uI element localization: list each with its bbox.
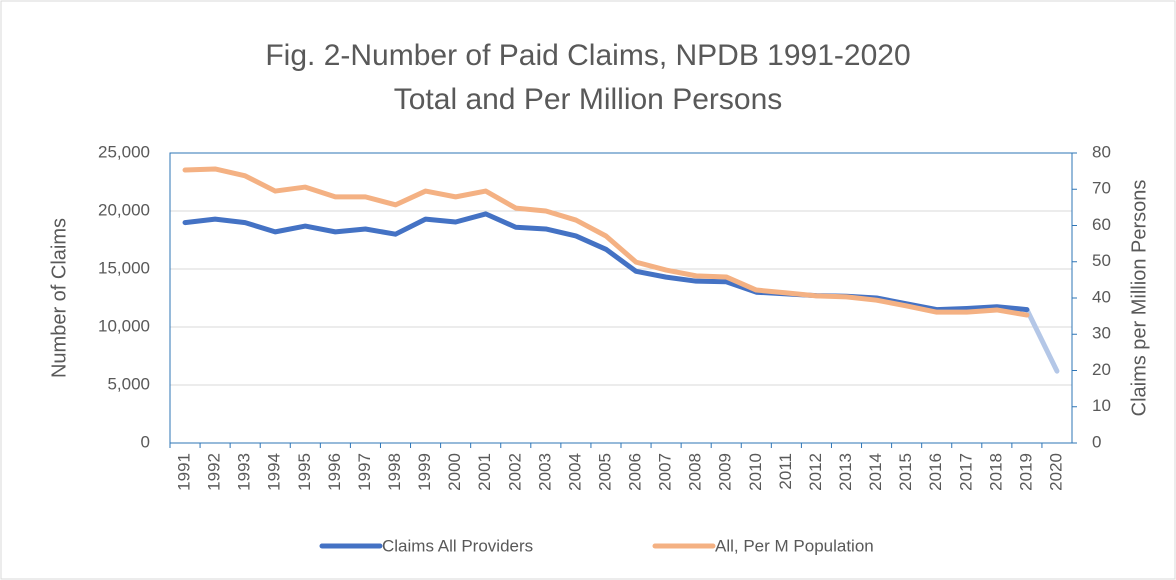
x-tick-label: 2003 [535, 453, 554, 491]
y-axis-label: Number of Claims [48, 218, 70, 378]
y2-tick-label: 30 [1092, 324, 1111, 343]
x-tick-label: 1999 [415, 453, 434, 491]
y-tick-label: 15,000 [98, 258, 150, 277]
x-tick-label: 2018 [986, 453, 1005, 491]
x-tick-label: 2006 [626, 453, 645, 491]
y-tick-label: 10,000 [98, 316, 150, 335]
x-tick-label: 2004 [565, 453, 584, 491]
line [182, 166, 1030, 318]
y2-tick-label: 0 [1092, 432, 1101, 451]
x-tick-label: 2000 [445, 453, 464, 491]
legend-label: Claims All Providers [382, 536, 533, 555]
y2-tick-label: 20 [1092, 360, 1111, 379]
x-tick-label: 1996 [325, 453, 344, 491]
x-tick-label: 1994 [265, 453, 284, 491]
x-tick-label: 2007 [656, 453, 675, 491]
chart-title: Fig. 2-Number of Paid Claims, NPDB 1991-… [265, 39, 910, 72]
x-tick-label: 1998 [385, 453, 404, 491]
x-tick-label: 2012 [806, 453, 825, 491]
x-tick-label: 2017 [956, 453, 975, 491]
y-tick-label: 0 [141, 432, 150, 451]
x-tick-label: 2005 [595, 453, 614, 491]
x-tick-label: 1992 [205, 453, 224, 491]
y2-tick-label: 50 [1092, 251, 1111, 270]
x-tick-label: 2009 [716, 453, 735, 491]
y2-tick-label: 80 [1092, 142, 1111, 161]
y-tick-label: 20,000 [98, 200, 150, 219]
y-tick-label: 25,000 [98, 142, 150, 161]
x-tick-label: 2001 [475, 453, 494, 491]
x-tick-label: 1997 [355, 453, 374, 491]
legend-label: All, Per M Population [715, 536, 874, 555]
x-tick-label: 2020 [1046, 453, 1065, 491]
y2-tick-label: 40 [1092, 287, 1111, 306]
x-tick-label: 2013 [836, 453, 855, 491]
line-segment [1024, 307, 1060, 374]
y-tick-label: 5,000 [107, 374, 150, 393]
chart-subtitle: Total and Per Million Persons [394, 83, 783, 116]
y2-tick-label: 60 [1092, 215, 1111, 234]
x-tick-label: 1991 [175, 453, 194, 491]
x-tick-label: 2008 [686, 453, 705, 491]
x-tick-label: 2016 [926, 453, 945, 491]
y2-axis-label: Claims per Million Persons [1128, 180, 1150, 417]
x-tick-label: 2015 [896, 453, 915, 491]
x-tick-label: 2011 [776, 453, 795, 490]
x-tick-label: 1993 [235, 453, 254, 491]
x-tick-label: 2014 [866, 453, 885, 491]
x-tick-label: 1995 [295, 453, 314, 491]
y2-tick-label: 70 [1092, 179, 1111, 198]
y2-tick-label: 10 [1092, 396, 1111, 415]
x-tick-label: 2010 [746, 453, 765, 491]
x-tick-label: 2019 [1016, 453, 1035, 491]
x-tick-label: 2002 [505, 453, 524, 491]
